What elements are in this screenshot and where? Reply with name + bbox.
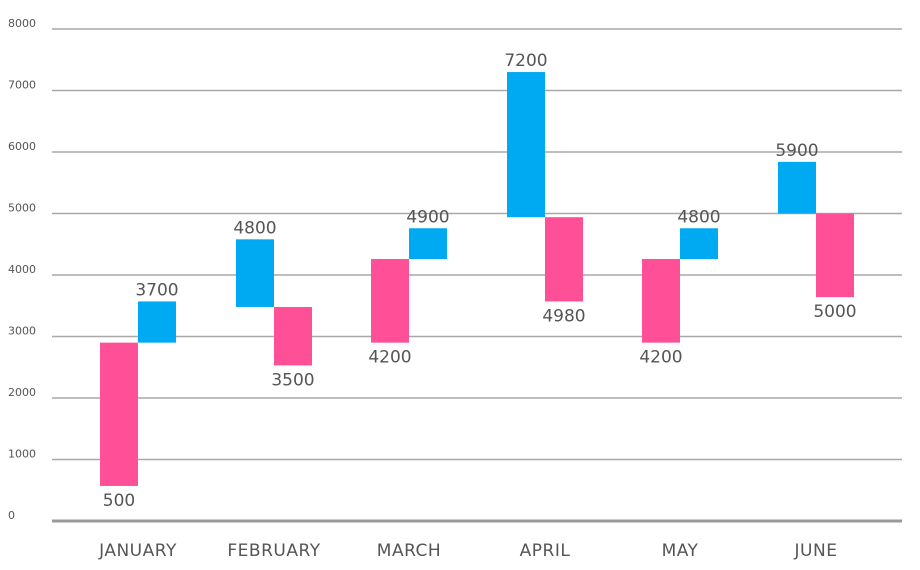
decrease-bar <box>274 306 312 366</box>
decrease-bar <box>545 217 583 302</box>
y-tick-label: 0 <box>8 509 15 522</box>
decrease-bar <box>816 213 854 298</box>
y-tick-label: 1000 <box>8 448 36 461</box>
increase-bar <box>778 161 816 214</box>
increase-bar <box>680 228 718 260</box>
x-category-label: JANUARY <box>98 541 177 561</box>
y-tick-label: 4000 <box>8 263 36 276</box>
decrease-bar <box>642 259 680 343</box>
x-category-label: JUNE <box>794 541 838 561</box>
y-tick-label: 2000 <box>8 386 36 399</box>
data-label: 3500 <box>271 370 314 390</box>
y-tick-label: 8000 <box>8 17 36 30</box>
data-label: 4980 <box>542 306 585 326</box>
x-category-label: MAY <box>662 541 699 561</box>
data-label: 4800 <box>677 207 720 227</box>
y-tick-label: 5000 <box>8 202 36 215</box>
y-tick-label: 6000 <box>8 140 36 153</box>
increase-bar <box>409 228 447 260</box>
data-label: 4800 <box>233 218 276 238</box>
increase-bar <box>138 301 176 343</box>
data-label: 4200 <box>368 348 411 368</box>
data-label: 7200 <box>504 51 547 71</box>
y-tick-label: 3000 <box>8 325 36 338</box>
data-label: 5900 <box>775 141 818 161</box>
x-category-label: APRIL <box>520 541 571 561</box>
x-category-label: MARCH <box>377 541 441 561</box>
increase-bar <box>236 239 274 307</box>
y-tick-label: 7000 <box>8 79 36 92</box>
decrease-bar <box>100 342 138 486</box>
x-category-label: FEBRUARY <box>227 541 320 561</box>
data-label: 5000 <box>813 302 856 322</box>
increase-bar <box>507 72 545 218</box>
data-label: 500 <box>103 491 135 511</box>
decrease-bar <box>371 259 409 343</box>
data-label: 4200 <box>639 348 682 368</box>
data-label: 4900 <box>406 207 449 227</box>
data-label: 3700 <box>135 280 178 300</box>
